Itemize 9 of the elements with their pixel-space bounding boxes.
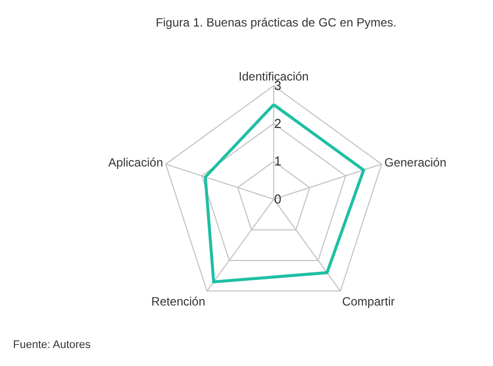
chart-title: Figura 1. Buenas prácticas de GC en Pymes. xyxy=(156,16,396,30)
spoke-label: Aplicación xyxy=(108,156,163,170)
y-tick-label: 0 xyxy=(274,191,282,206)
spoke-label: Compartir xyxy=(342,294,395,309)
y-tick-label: 2 xyxy=(274,116,282,131)
spoke-label: Generación xyxy=(384,156,446,170)
spoke-label: Retención xyxy=(151,294,206,309)
y-tick-label: 1 xyxy=(274,154,282,169)
source-note: Fuente: Autores xyxy=(13,339,92,351)
